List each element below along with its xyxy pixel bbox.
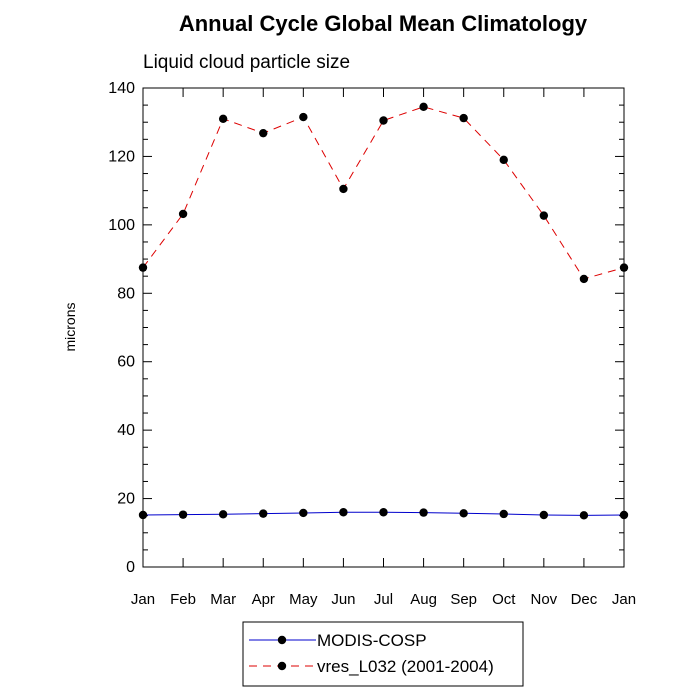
x-tick-label: Jul — [374, 591, 393, 608]
plot-frame — [142, 87, 625, 568]
series-2-point — [379, 116, 388, 125]
legend-marker-2 — [277, 661, 287, 671]
series-2-point — [339, 184, 348, 194]
series-1-point — [178, 510, 188, 519]
series-1-point — [579, 511, 589, 520]
series-1-point — [138, 510, 148, 520]
legend-items: MODIS-COSP vres_L032 (2001-2004) — [249, 631, 494, 676]
x-tick-label: Jan — [612, 591, 636, 608]
series-1-point — [299, 508, 308, 518]
x-tick-label: Dec — [571, 591, 598, 608]
legend: MODIS-COSP vres_L032 (2001-2004) — [242, 621, 524, 687]
series-1-point — [539, 510, 549, 520]
x-tick-label: Sep — [450, 591, 477, 608]
series-2-point — [499, 155, 508, 165]
x-tick-label: May — [289, 591, 318, 608]
series-line-2 — [142, 106, 625, 280]
y-tick-label: 140 — [108, 80, 135, 97]
x-tick-label: Nov — [530, 591, 557, 608]
series-2-point — [299, 112, 308, 122]
series-1-point — [619, 510, 629, 520]
series-1-point — [459, 509, 468, 518]
y-tick-label: 20 — [117, 491, 135, 508]
x-tick-label: Jan — [131, 591, 155, 608]
y-tick-label: 60 — [117, 354, 135, 371]
x-tick-label: Aug — [410, 591, 437, 608]
series-1-point — [259, 509, 268, 518]
series-2-point — [218, 114, 228, 123]
series-2-point — [579, 274, 589, 284]
legend-marker-1 — [277, 635, 287, 645]
series-1-point — [218, 510, 228, 519]
series-1-point — [499, 509, 508, 519]
axes: 0 20 40 60 80 100 120 140 Jan Feb Mar Apr May Jun Jul A… — [108, 80, 636, 608]
series-2-point — [138, 263, 148, 272]
y-tick-label: 40 — [117, 422, 135, 439]
y-tick-label: 120 — [108, 148, 135, 165]
legend-label-1: MODIS-COSP — [317, 631, 427, 650]
plot-series — [138, 102, 629, 520]
x-tick-label: Apr — [252, 591, 275, 608]
legend-label-2: vres_L032 (2001-2004) — [317, 657, 494, 676]
series-2-point — [419, 102, 428, 112]
y-tick-label: 0 — [126, 559, 135, 576]
series-2-point — [459, 113, 468, 123]
x-tick-label: Feb — [170, 591, 196, 608]
x-tick-label: Jun — [331, 591, 355, 608]
series-2-point — [539, 211, 549, 220]
y-tick-label: 100 — [108, 217, 135, 234]
chart-subtitle: Liquid cloud particle size — [143, 52, 350, 73]
legend-box — [242, 621, 524, 687]
series-2-point — [178, 209, 188, 219]
y-tick-label: 80 — [117, 285, 135, 302]
y-axis-label: microns — [62, 302, 78, 351]
series-1-point — [419, 508, 428, 517]
chart-title: Annual Cycle Global Mean Climatology — [179, 11, 588, 36]
series-2-point — [619, 263, 629, 272]
series-2-point — [259, 128, 268, 138]
x-tick-label: Oct — [492, 591, 516, 608]
series-1-point — [379, 508, 388, 517]
series-1-point — [339, 508, 348, 517]
x-tick-label: Mar — [210, 591, 236, 608]
